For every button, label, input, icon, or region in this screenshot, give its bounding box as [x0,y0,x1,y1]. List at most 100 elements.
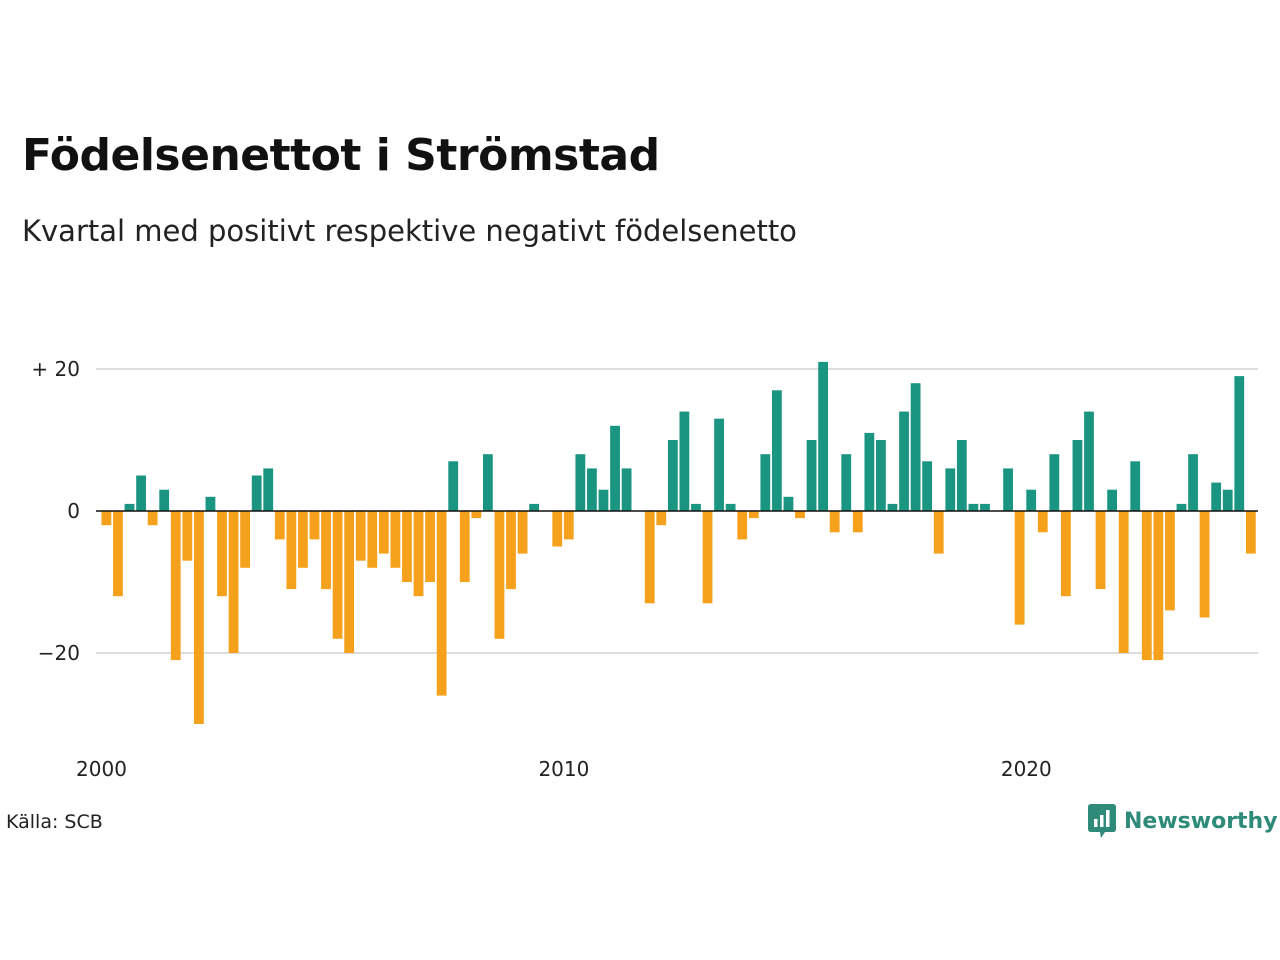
bar [795,511,805,519]
bar [378,511,389,554]
bar [1199,511,1210,618]
bar [598,489,609,511]
bar [956,440,967,511]
bar [482,454,493,511]
bar [471,511,482,519]
bar [679,411,690,511]
bar [933,511,944,554]
bar [818,361,829,511]
bar [1234,376,1245,511]
bar [1165,511,1175,611]
bar [575,454,586,511]
bar [182,511,193,561]
bar [899,411,909,511]
bar [945,468,956,511]
bar [691,503,701,511]
bar [425,511,435,582]
bar [240,511,251,568]
bar [702,511,713,604]
bar [1176,503,1187,511]
bar [436,511,447,696]
bar [228,511,239,653]
bar [263,468,274,511]
gridlines [96,368,1258,654]
bar [725,503,736,511]
chart-subtitle: Kvartal med positivt respektive negativt… [22,214,797,248]
bar [251,475,262,511]
bar [910,383,921,511]
bar [355,511,366,561]
bar [1107,489,1118,511]
bar [922,461,933,511]
bar [1153,511,1164,661]
bar [829,511,840,533]
bar [113,511,123,597]
bar [1130,461,1141,511]
bar [714,418,724,511]
bar [1072,440,1083,511]
bar [760,454,771,511]
bar [101,511,112,526]
y-tick-label: −20 [38,641,80,665]
bar [1245,511,1256,554]
bar [529,503,540,511]
y-tick-label: 0 [67,499,80,523]
bar [1014,511,1025,625]
bar [390,511,401,568]
bar [876,440,886,511]
bar [413,511,424,597]
bar [459,511,470,582]
bar [286,511,297,590]
bar [552,511,563,547]
bar [170,511,181,661]
bar [344,511,355,653]
bar [852,511,863,533]
bar [1003,468,1013,511]
bar [1026,489,1037,511]
bars [101,361,1256,724]
x-axis-labels: 2000 2010 2020 [76,757,1052,781]
bar [332,511,343,639]
x-tick-label: 2020 [1001,757,1052,781]
bar [806,440,817,511]
x-tick-label: 2000 [76,757,127,781]
y-axis-labels: + 20 0 −20 [31,357,80,665]
brand-logo: Newsworthy [1088,804,1278,838]
bar [124,503,135,511]
bar [147,511,158,526]
bar [621,468,632,511]
bar [783,496,794,511]
newsworthy-icon [1088,804,1116,838]
bar [1095,511,1106,590]
bar [1084,411,1094,511]
bar [159,489,170,511]
bar [610,425,620,511]
bar [506,511,516,590]
bar [1222,489,1233,511]
bar [402,511,412,582]
bar [193,511,204,724]
bar [205,496,216,511]
chart-title: Födelsenettot i Strömstad [22,130,660,181]
bar [968,503,979,511]
bar [771,390,782,511]
bar [1118,511,1129,653]
bar [1188,454,1198,511]
bar [644,511,655,604]
x-tick-label: 2010 [538,757,589,781]
bar [309,511,320,540]
bar [737,511,748,540]
bar [517,511,528,554]
bar [1049,454,1060,511]
y-tick-label: + 20 [31,357,80,381]
bar [980,503,990,511]
bar [841,454,852,511]
bar [494,511,505,639]
bar [748,511,759,519]
bar [298,511,308,568]
bar [563,511,574,540]
bar [367,511,378,568]
bar [321,511,331,590]
bar [887,503,898,511]
